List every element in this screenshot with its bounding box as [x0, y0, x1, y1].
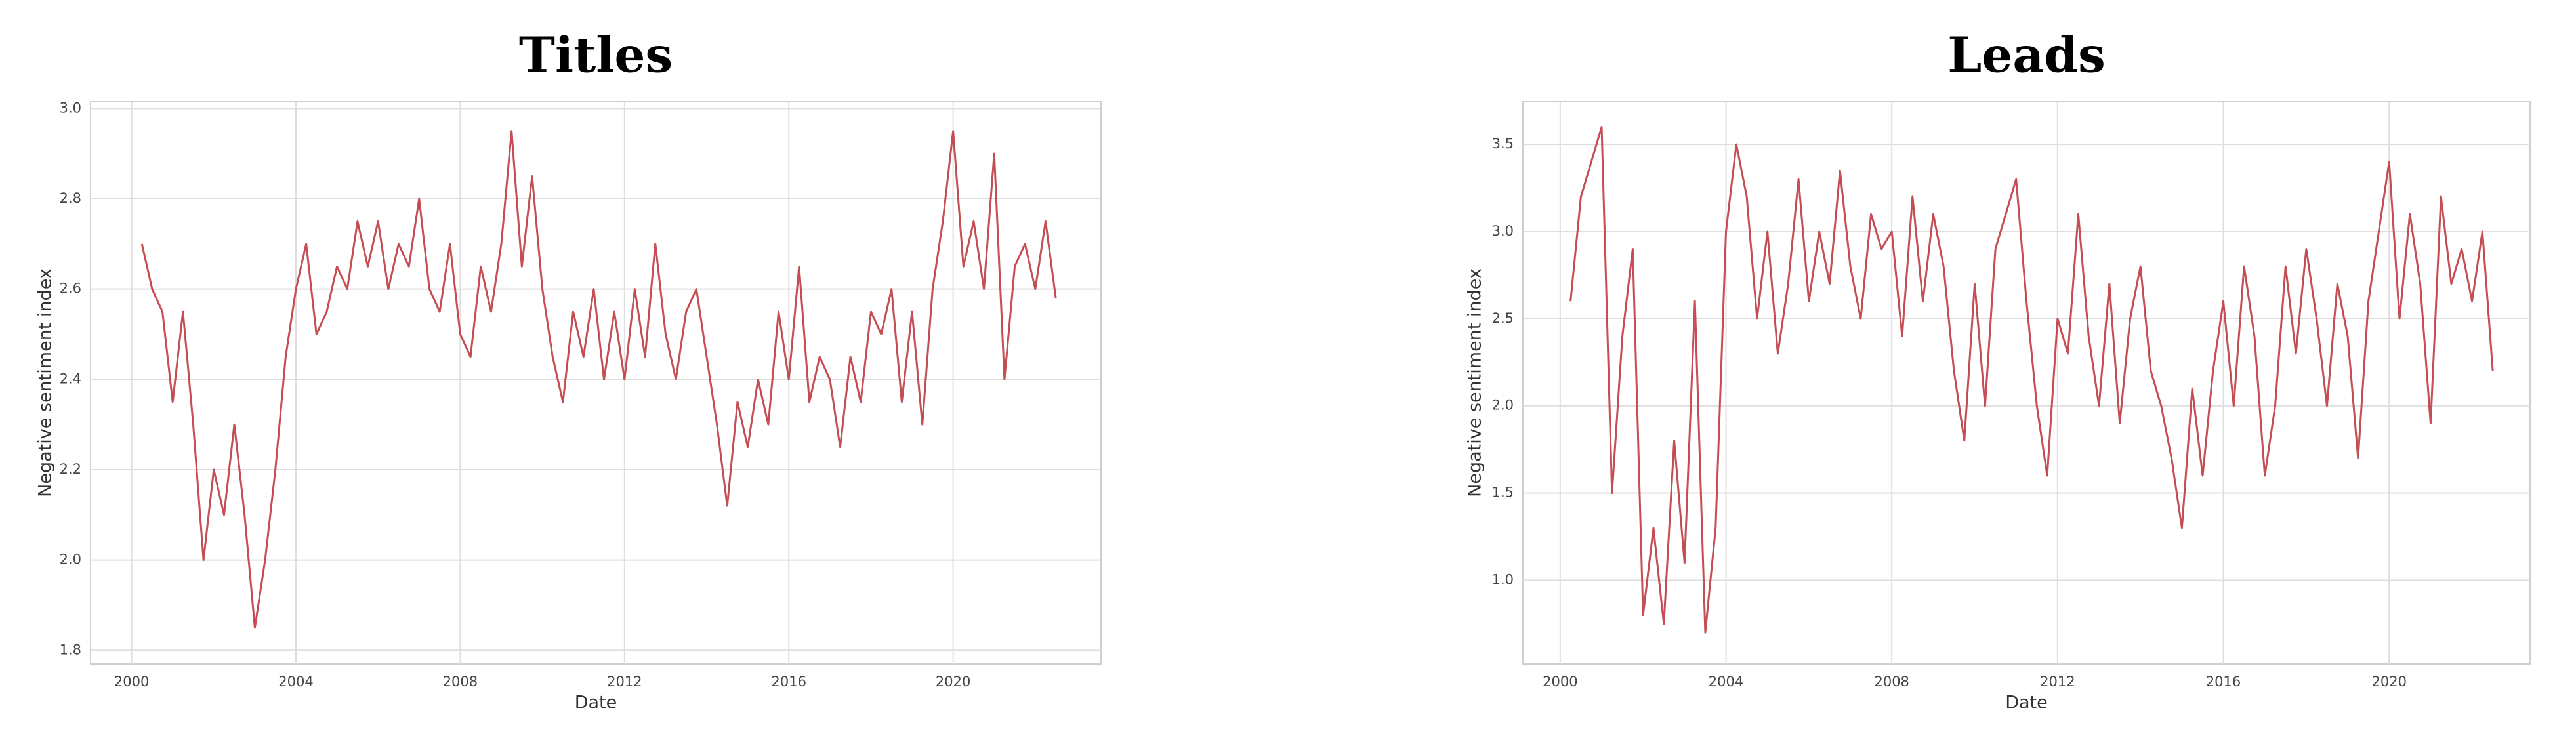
- y-tick-label: 3.5: [1492, 136, 1514, 152]
- chart-title: Titles: [519, 28, 673, 84]
- y-axis-label: Negative sentiment index: [1465, 268, 1485, 497]
- x-tick-label: 2000: [114, 674, 149, 689]
- x-tick-label: 2012: [607, 674, 642, 689]
- y-tick-label: 1.8: [60, 642, 81, 657]
- y-tick-label: 2.5: [1492, 310, 1514, 326]
- y-tick-label: 3.0: [1492, 223, 1514, 239]
- x-axis-label: Date: [2005, 693, 2048, 713]
- data-line: [140, 130, 1057, 629]
- x-tick-label: 2020: [2371, 674, 2406, 689]
- x-tick-label: 2012: [2040, 674, 2075, 689]
- x-tick-label: 2008: [1874, 674, 1909, 689]
- x-axis-label: Date: [575, 693, 617, 713]
- y-tick-label: 1.0: [1492, 571, 1514, 587]
- x-tick-label: 2008: [443, 674, 478, 689]
- data-line: [1569, 126, 2494, 634]
- x-tick-label: 2016: [2206, 674, 2241, 689]
- y-tick-label: 3.0: [60, 100, 81, 115]
- x-tick-label: 2000: [1543, 674, 1577, 689]
- chart-title: Leads: [1947, 28, 2105, 84]
- y-tick-label: 2.6: [60, 281, 81, 297]
- plot-area: [90, 101, 1102, 665]
- y-tick-label: 2.4: [60, 371, 81, 386]
- y-tick-label: 2.2: [60, 461, 81, 477]
- y-tick-label: 1.5: [1492, 485, 1514, 501]
- x-tick-label: 2016: [772, 674, 806, 689]
- y-axis-label: Negative sentiment index: [35, 268, 56, 497]
- x-tick-label: 2020: [936, 674, 970, 689]
- x-tick-label: 2004: [1709, 674, 1743, 689]
- x-tick-label: 2004: [278, 674, 313, 689]
- y-tick-label: 2.0: [60, 552, 81, 567]
- y-tick-label: 2.8: [60, 190, 81, 206]
- y-tick-label: 2.0: [1492, 398, 1514, 413]
